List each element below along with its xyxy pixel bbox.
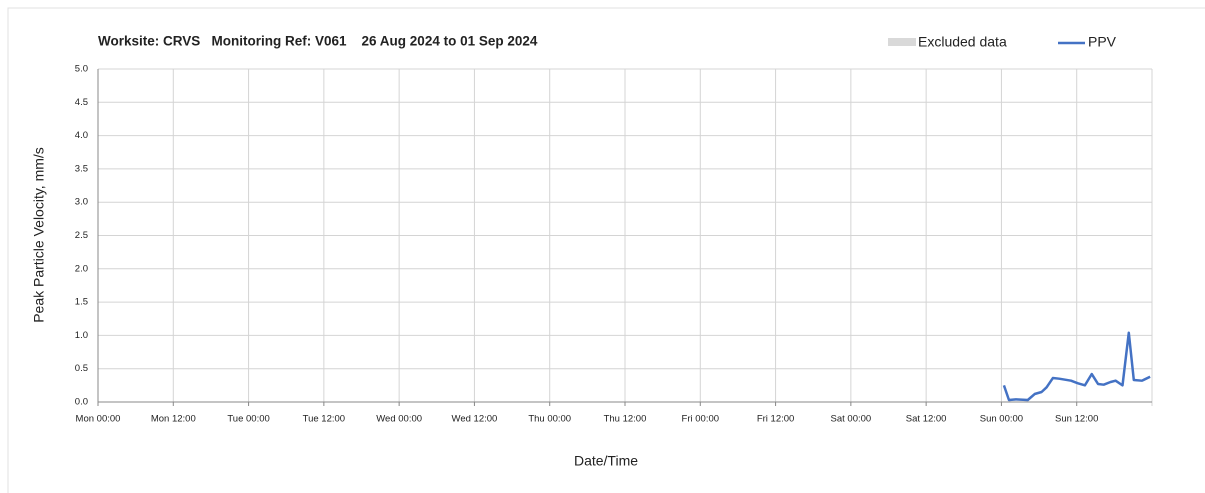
x-tick-label: Wed 00:00: [376, 414, 422, 425]
y-axis-label: Peak Particle Velocity, mm/s: [31, 147, 47, 323]
chart-subtitle: Worksite: CRVS Monitoring Ref: V061 26 A…: [98, 34, 538, 49]
x-tick-label: Tue 12:00: [303, 414, 345, 425]
x-tick-label: Sat 12:00: [906, 414, 947, 425]
legend-label: PPV: [1088, 34, 1117, 50]
x-tick-label: Tue 00:00: [227, 414, 269, 425]
y-tick-label: 4.5: [75, 97, 88, 108]
x-axis-label: Date/Time: [574, 453, 638, 469]
y-tick-label: 0.5: [75, 363, 88, 374]
x-tick-label: Sun 00:00: [980, 414, 1023, 425]
y-tick-label: 1.0: [75, 330, 88, 341]
chart-frame: [7, 7, 1205, 493]
x-tick-label: Mon 00:00: [76, 414, 121, 425]
x-tick-label: Fri 00:00: [682, 414, 720, 425]
legend-swatch: [888, 38, 916, 46]
y-tick-label: 3.5: [75, 163, 88, 174]
y-tick-label: 2.5: [75, 230, 88, 241]
x-tick-label: Wed 12:00: [452, 414, 498, 425]
y-tick-label: 0.0: [75, 397, 88, 408]
y-tick-label: 3.0: [75, 197, 88, 208]
x-tick-label: Sat 00:00: [831, 414, 872, 425]
x-tick-label: Thu 00:00: [528, 414, 571, 425]
x-tick-label: Sun 12:00: [1055, 414, 1098, 425]
legend-label: Excluded data: [918, 34, 1007, 50]
x-tick-label: Thu 12:00: [604, 414, 647, 425]
y-tick-label: 4.0: [75, 130, 88, 141]
y-tick-label: 5.0: [75, 64, 88, 75]
y-tick-label: 1.5: [75, 297, 88, 308]
x-tick-label: Fri 12:00: [757, 414, 795, 425]
ppv-line: [1002, 331, 1151, 402]
x-tick-label: Mon 12:00: [151, 414, 196, 425]
y-tick-label: 2.0: [75, 263, 88, 274]
